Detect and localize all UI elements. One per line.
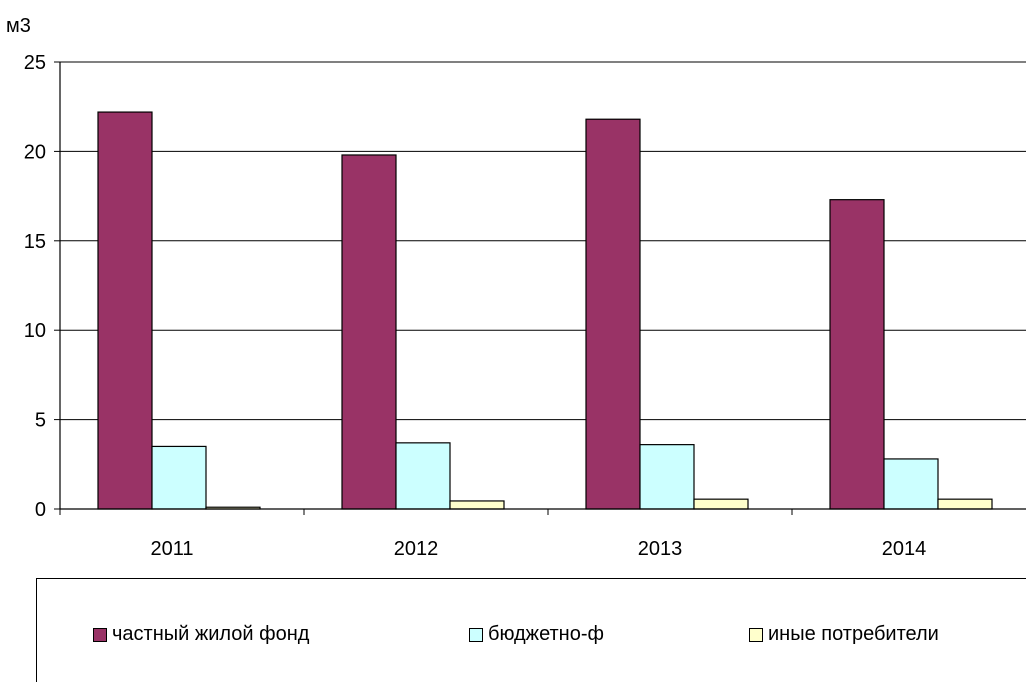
legend-item-budget: бюджетно-ф (469, 623, 604, 646)
bar (937, 498, 993, 510)
y-tick-label: 0 (35, 499, 46, 521)
x-tick-label: 2012 (394, 538, 439, 560)
bar (449, 500, 505, 510)
y-tick-label: 25 (24, 52, 46, 74)
bar (151, 445, 207, 510)
legend-label-other-consumers: иные потребители (768, 623, 939, 645)
legend-label-budget: бюджетно-ф (488, 623, 604, 645)
legend-swatch-private-housing (93, 627, 107, 642)
bar (97, 111, 153, 510)
y-axis-ticks: 0 5 10 15 20 25 (24, 52, 60, 521)
bar (883, 458, 939, 510)
y-axis-label: м3 (6, 15, 31, 37)
y-tick-label: 5 (35, 410, 46, 432)
bar (693, 498, 749, 510)
bar (585, 118, 641, 510)
y-tick-label: 15 (24, 231, 46, 253)
x-axis-ticks: 2011 2012 2013 2014 (59, 509, 927, 560)
legend-swatch-other-consumers (749, 627, 763, 642)
legend: частный жилой фонд бюджетно-ф иные потре… (36, 578, 1026, 682)
x-tick-label: 2011 (150, 538, 193, 560)
x-tick-label: 2014 (882, 538, 927, 560)
bar (341, 154, 397, 510)
legend-swatch-budget (469, 627, 483, 642)
bars (97, 111, 993, 510)
legend-item-other-consumers: иные потребители (749, 623, 939, 646)
x-tick-label: 2013 (638, 538, 683, 560)
bar (829, 199, 885, 510)
y-tick-label: 20 (24, 141, 46, 163)
legend-item-private-housing: частный жилой фонд (93, 623, 309, 646)
bar (639, 444, 695, 510)
y-tick-label: 10 (24, 320, 46, 342)
bar (395, 442, 451, 510)
legend-label-private-housing: частный жилой фонд (112, 623, 310, 645)
